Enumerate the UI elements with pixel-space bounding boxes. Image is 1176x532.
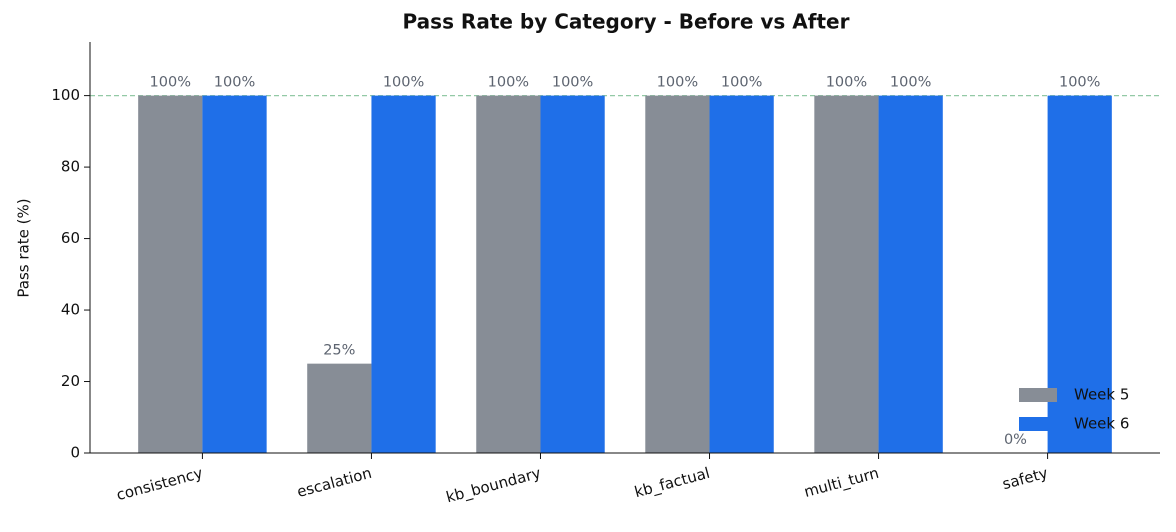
- value-label: 100%: [826, 75, 867, 91]
- value-label: 100%: [488, 75, 529, 91]
- value-label: 25%: [323, 343, 355, 359]
- bar: [709, 95, 774, 453]
- value-label: 100%: [383, 75, 424, 91]
- x-tick-label: kb_factual: [633, 464, 712, 502]
- y-tick-label: 80: [61, 158, 80, 176]
- bar: [476, 95, 541, 453]
- x-tick-label: multi_turn: [802, 464, 881, 502]
- chart-title: Pass Rate by Category - Before vs After: [403, 10, 850, 34]
- y-tick-label: 20: [61, 372, 80, 390]
- x-tick-label: safety: [1000, 464, 1049, 493]
- bar: [1047, 95, 1112, 453]
- bar: [814, 95, 879, 453]
- bar: [878, 95, 943, 453]
- value-label: 100%: [150, 75, 191, 91]
- value-label: 0%: [1004, 432, 1027, 448]
- y-tick-label: 0: [70, 444, 80, 462]
- value-label: 100%: [721, 75, 762, 91]
- bar: [645, 95, 710, 453]
- bar: [540, 95, 605, 453]
- legend-label: Week 5: [1074, 386, 1129, 404]
- y-axis-label: Pass rate (%): [15, 198, 33, 297]
- legend-swatch: [1019, 417, 1057, 431]
- bar: [138, 95, 203, 453]
- value-label: 100%: [1059, 75, 1100, 91]
- y-tick-label: 100: [51, 86, 80, 104]
- x-tick-label: escalation: [295, 464, 374, 501]
- bar: [307, 363, 372, 453]
- bar: [371, 95, 436, 453]
- value-label: 100%: [552, 75, 593, 91]
- bar: [202, 95, 267, 453]
- value-label: 100%: [657, 75, 698, 91]
- x-tick-label: consistency: [114, 464, 204, 504]
- legend-swatch: [1019, 388, 1057, 402]
- y-tick-label: 40: [61, 301, 80, 319]
- x-tick-label: kb_boundary: [444, 464, 543, 508]
- value-label: 100%: [214, 75, 255, 91]
- value-label: 100%: [890, 75, 931, 91]
- legend-label: Week 6: [1074, 415, 1129, 433]
- y-tick-label: 60: [61, 229, 80, 247]
